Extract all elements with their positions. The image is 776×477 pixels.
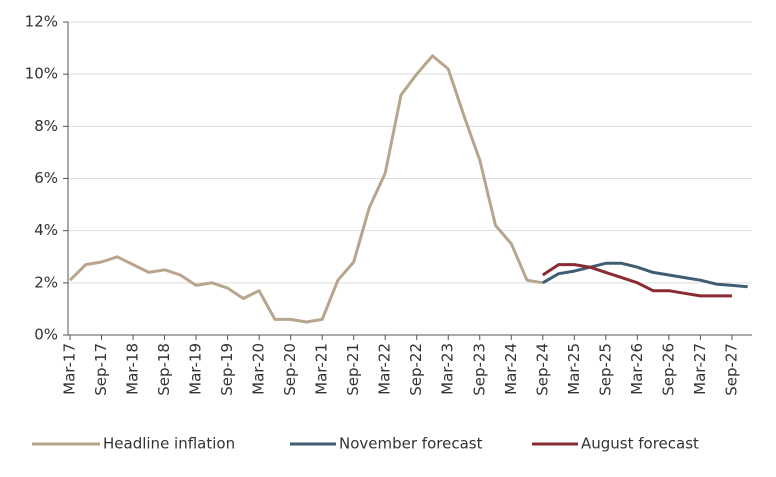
x-tick-label: Mar-19 [187,343,205,395]
y-tick-label: 10% [25,65,58,83]
x-tick-label: Sep-26 [659,343,677,396]
legend-label: November forecast [339,435,483,453]
series-line [542,261,748,289]
series-line [541,263,732,298]
x-tick-label: Sep-21 [344,343,362,396]
y-tick-label: 2% [34,273,58,291]
y-tick-label: 6% [34,169,58,187]
x-tick-label: Mar-18 [124,343,142,395]
x-tick-label: Mar-22 [376,343,394,395]
x-tick-label: Sep-23 [470,343,488,396]
legend-label: Headline inflation [103,435,235,453]
x-tick-label: Mar-25 [565,343,583,395]
y-tick-label: 0% [34,326,58,344]
y-tick-label: 8% [34,117,58,135]
x-tick-label: Sep-17 [92,343,110,396]
y-tick-label: 4% [34,221,58,239]
series-line [68,54,544,324]
x-tick-label: Sep-18 [155,343,173,396]
x-tick-label: Sep-27 [722,343,740,396]
x-tick-label: Sep-20 [281,343,299,396]
x-tick-label: Mar-27 [691,343,709,395]
x-tick-label: Sep-24 [533,343,551,396]
x-tick-label: Sep-25 [596,343,614,396]
x-tick-label: Sep-22 [407,343,425,396]
legend-label: August forecast [581,435,699,453]
x-tick-label: Mar-24 [502,343,520,395]
x-tick-label: Mar-17 [61,343,79,395]
x-tick-label: Mar-20 [250,343,268,395]
x-tick-label: Sep-19 [218,343,236,396]
x-tick-label: Mar-26 [628,343,646,395]
y-tick-label: 12% [25,13,58,31]
x-tick-label: Mar-23 [439,343,457,395]
x-tick-label: Mar-21 [313,343,331,395]
